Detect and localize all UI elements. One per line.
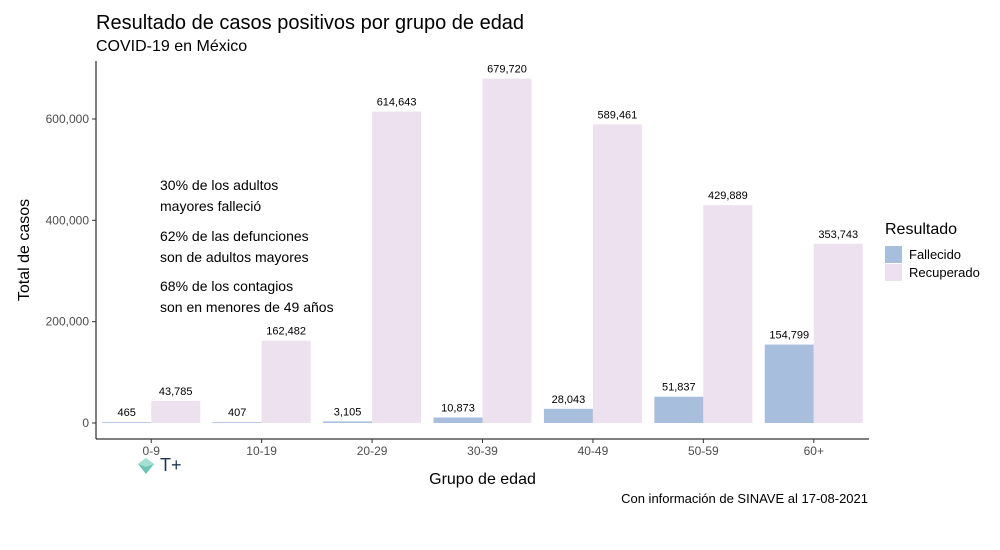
legend-item-fallecido: Fallecido — [885, 245, 980, 263]
bar-recuperado — [151, 400, 201, 423]
logo-text: T+ — [160, 455, 182, 475]
legend-label: Fallecido — [909, 246, 962, 262]
legend-title: Resultado — [885, 221, 958, 238]
y-axis-title: Total de casos — [16, 199, 33, 301]
bar-fallecido — [764, 344, 814, 423]
data-label: 3,105 — [334, 406, 362, 418]
annotation-line: mayores falleció — [160, 198, 262, 214]
y-tick-label: 600,000 — [46, 112, 90, 126]
annotation-line: son en menores de 49 años — [160, 299, 334, 315]
bar-recuperado — [813, 243, 863, 423]
annotation-line: 68% de los contagios — [160, 278, 294, 294]
bar-recuperado — [372, 111, 422, 424]
bar-fallecido — [102, 422, 152, 423]
bar-fallecido — [654, 396, 704, 423]
x-axis-title: Grupo de edad — [429, 471, 536, 488]
source-caption: Con información de SINAVE al 17-08-2021 — [621, 491, 868, 506]
bar-fallecido — [212, 422, 262, 423]
annotation-contagios: 68% de los contagios son en menores de 4… — [160, 276, 334, 318]
legend: Resultado Fallecido Recuperado — [885, 221, 980, 281]
x-tick-label: 10-19 — [246, 444, 277, 458]
x-tick-label: 0-9 — [143, 444, 161, 458]
data-label: 51,837 — [662, 382, 696, 394]
y-tick-label: 200,000 — [46, 315, 90, 329]
x-tick-label: 20-29 — [357, 444, 388, 458]
data-label: 28,043 — [552, 394, 586, 406]
y-tick-label: 400,000 — [46, 213, 90, 227]
annotation-line: 30% de los adultos — [160, 177, 279, 193]
legend-label: Recuperado — [909, 264, 980, 280]
data-label: 589,461 — [598, 109, 638, 121]
x-tick-label: 50-59 — [688, 444, 719, 458]
data-label: 614,643 — [377, 97, 417, 109]
data-label: 353,743 — [818, 229, 858, 241]
data-label: 465 — [118, 407, 136, 419]
annotation-line: 62% de las defunciones — [160, 228, 309, 244]
brand-logo: T+ — [136, 455, 182, 476]
chart-subtitle: COVID-19 en México — [96, 38, 248, 55]
bar-fallecido — [323, 421, 373, 423]
y-tick-label: 0 — [82, 416, 89, 430]
x-tick-label: 40-49 — [578, 444, 609, 458]
data-label: 679,720 — [487, 64, 527, 76]
leaf-logo-icon — [138, 457, 154, 474]
legend-swatch-recuperado — [885, 263, 902, 281]
data-label: 429,889 — [708, 190, 748, 202]
x-tick-label: 60+ — [804, 444, 824, 458]
annotation-defunciones: 62% de las defunciones son de adultos ma… — [160, 226, 309, 268]
data-label: 162,482 — [266, 326, 306, 338]
bar-recuperado — [703, 205, 753, 423]
annotation-line: son de adultos mayores — [160, 249, 309, 265]
data-label: 407 — [228, 407, 246, 419]
annotation-adultos-mayores: 30% de los adultos mayores falleció — [160, 175, 278, 217]
bar-recuperado — [482, 78, 532, 424]
data-label: 154,799 — [769, 330, 809, 342]
x-tick-label: 30-39 — [467, 444, 498, 458]
bar-fallecido — [433, 417, 483, 423]
bar-recuperado — [261, 340, 311, 423]
legend-swatch-fallecido — [885, 245, 902, 263]
data-label: 10,873 — [441, 402, 475, 414]
bar-fallecido — [543, 408, 593, 423]
legend-item-recuperado: Recuperado — [885, 263, 980, 281]
data-label: 43,785 — [159, 386, 193, 398]
bar-recuperado — [592, 124, 642, 424]
chart-title: Resultado de casos positivos por grupo d… — [96, 12, 525, 34]
